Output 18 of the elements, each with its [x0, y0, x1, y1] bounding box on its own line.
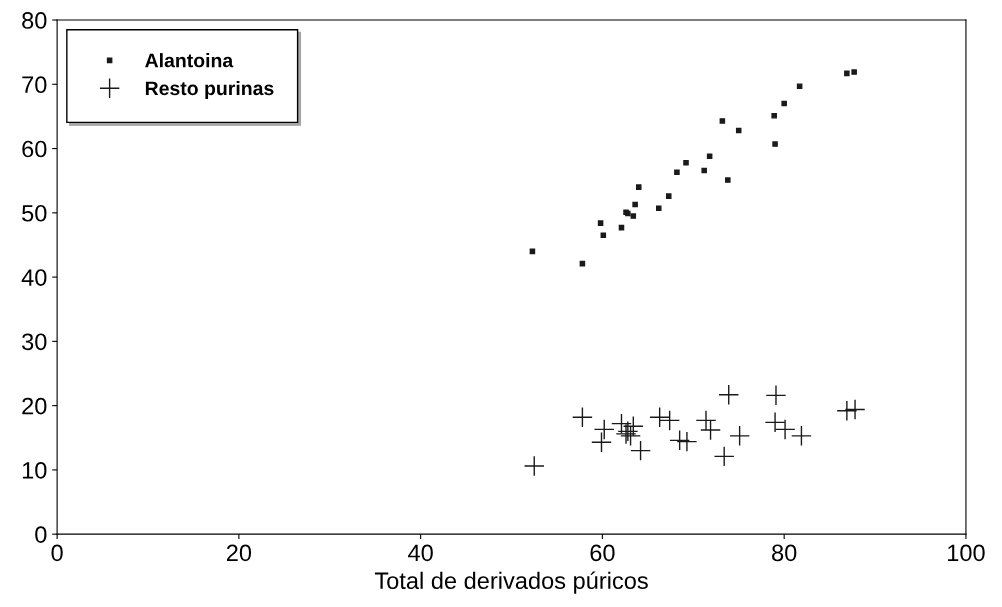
x-tick-label: 100	[948, 544, 985, 562]
y-tick-label: 10	[22, 461, 47, 479]
legend-label: Resto purinas	[145, 80, 274, 100]
y-tick-label: 50	[22, 204, 47, 222]
y-tick-label: 80	[22, 12, 47, 29]
y-tick-label: 40	[21, 269, 47, 286]
y-tick-label: 60	[22, 140, 47, 158]
x-tick-label: 80	[772, 544, 797, 562]
x-tick-label: 0	[51, 544, 63, 562]
x-axis-title: Total de derivados púricos	[374, 571, 648, 594]
x-tick-label: 20	[226, 544, 252, 562]
legend-label: Alantoina	[145, 53, 234, 68]
y-tick-label: 70	[22, 76, 47, 94]
x-tick-label: 40	[408, 544, 433, 562]
x-tick-label: 60	[590, 544, 615, 562]
y-tick-label: 30	[22, 333, 47, 351]
y-tick-label: 0	[35, 526, 47, 543]
y-tick-label: 20	[22, 397, 47, 415]
